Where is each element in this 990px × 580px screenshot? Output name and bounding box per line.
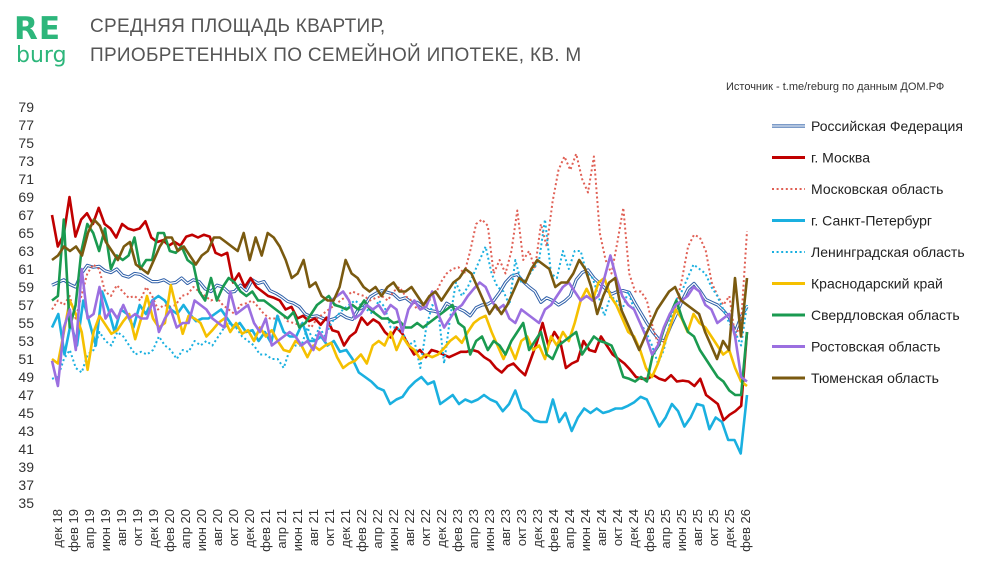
x-tick-label: окт 19	[130, 509, 145, 546]
x-tick-label: июн 23	[482, 509, 497, 551]
logo-line-1: RE	[14, 11, 62, 47]
x-tick-label: дек 24	[626, 509, 641, 548]
y-tick-label: 73	[18, 153, 34, 169]
y-axis: 35 37 39 41 43 45 47 49 51 53 55 57 59 61 63 65 67 69 71 73…	[18, 99, 34, 511]
x-tick-label: фев 20	[162, 509, 177, 552]
x-tick-label: авг 25	[690, 509, 705, 546]
x-tick-label: окт 25	[706, 509, 721, 546]
x-tick-label: дек 21	[338, 509, 353, 548]
legend-label: г. Санкт-Петербург	[811, 213, 932, 229]
series-line-3	[51, 152, 748, 347]
legend-label: Ленинградская область	[811, 244, 965, 260]
series-line-8	[50, 254, 748, 388]
x-tick-label: июн 24	[578, 509, 593, 551]
x-tick-label: окт 21	[322, 509, 337, 546]
x-tick-label: июн 19	[98, 509, 113, 551]
brand-logo: RE burg	[14, 14, 74, 68]
y-tick-label: 59	[18, 279, 34, 295]
y-tick-label: 63	[18, 243, 34, 259]
x-tick-label: фев 25	[642, 509, 657, 552]
y-tick-label: 39	[18, 459, 34, 475]
y-tick-label: 67	[18, 207, 34, 223]
legend-label: Краснодарский край	[811, 276, 943, 292]
y-tick-label: 71	[18, 171, 34, 187]
y-tick-label: 57	[18, 297, 34, 313]
legend: Российская Федерация г. Москва Московская …	[772, 118, 965, 386]
x-tick-label: окт 22	[418, 509, 433, 546]
series-line-2	[50, 195, 749, 422]
y-tick-label: 75	[18, 135, 34, 151]
x-tick-label: июн 22	[386, 509, 401, 551]
y-tick-label: 47	[18, 387, 34, 403]
legend-label: Свердловская область	[811, 307, 960, 323]
chart-title: СРЕДНЯЯ ПЛОЩАДЬ КВАРТИР, ПРИОБРЕТЕННЫХ П…	[90, 12, 582, 70]
y-tick-label: 65	[18, 225, 34, 241]
y-tick-label: 45	[18, 405, 34, 421]
source-note: Источник - t.me/reburg по данным ДОМ.РФ	[726, 81, 945, 93]
x-tick-label: окт 20	[226, 509, 241, 546]
x-tick-label: дек 25	[722, 509, 737, 548]
x-tick-label: дек 23	[530, 509, 545, 548]
y-tick-label: 51	[18, 351, 34, 367]
x-axis: дек 18 фев 19 апр 19 июн 19 авг 19 окт 19 дек …	[50, 509, 753, 552]
y-tick-label: 61	[18, 261, 34, 277]
chart-title-line-2: ПРИОБРЕТЕННЫХ ПО СЕМЕЙНОЙ ИПОТЕКЕ, КВ. М	[90, 45, 582, 66]
x-tick-label: авг 24	[594, 509, 609, 546]
x-tick-label: дек 20	[242, 509, 257, 548]
x-tick-label: авг 22	[402, 509, 417, 546]
legend-label: Тюменская область	[811, 370, 939, 386]
legend-label: Московская область	[811, 181, 943, 197]
logo-line-2: burg	[16, 43, 67, 68]
series-line-7	[51, 218, 749, 397]
legend-label: Российская Федерация	[811, 118, 963, 134]
series-line-9	[51, 218, 749, 361]
y-tick-label: 37	[18, 477, 34, 493]
y-tick-label: 41	[18, 441, 34, 457]
x-tick-label: апр 20	[178, 509, 193, 549]
x-tick-label: авг 21	[306, 509, 321, 546]
x-tick-label: апр 24	[562, 509, 577, 549]
x-tick-label: фев 24	[546, 509, 561, 552]
x-tick-label: фев 26	[738, 509, 753, 552]
x-tick-label: авг 23	[498, 509, 513, 546]
x-tick-label: апр 22	[370, 509, 385, 549]
x-tick-label: окт 24	[610, 509, 625, 546]
x-tick-label: июн 25	[674, 509, 689, 551]
x-tick-label: дек 19	[146, 509, 161, 548]
x-tick-label: фев 22	[354, 509, 369, 552]
y-tick-label: 55	[18, 315, 34, 331]
x-tick-label: авг 19	[114, 509, 129, 546]
legend-label: Ростовская область	[811, 339, 940, 355]
x-tick-label: апр 21	[274, 509, 289, 549]
x-tick-label: фев 19	[66, 509, 81, 552]
y-tick-label: 77	[18, 117, 34, 133]
x-tick-label: фев 21	[258, 509, 273, 552]
plot-area	[50, 152, 749, 455]
y-tick-label: 49	[18, 369, 34, 385]
x-tick-label: апр 23	[466, 509, 481, 549]
y-tick-label: 69	[18, 189, 34, 205]
y-tick-label: 35	[18, 495, 34, 511]
y-tick-label: 53	[18, 333, 34, 349]
x-tick-label: дек 22	[434, 509, 449, 548]
x-tick-label: июн 21	[290, 509, 305, 551]
y-tick-label: 43	[18, 423, 34, 439]
x-tick-label: окт 23	[514, 509, 529, 546]
x-tick-label: фев 23	[450, 509, 465, 552]
chart-title-line-1: СРЕДНЯЯ ПЛОЩАДЬ КВАРТИР,	[90, 16, 386, 37]
y-tick-label: 79	[18, 99, 34, 115]
x-tick-label: авг 20	[210, 509, 225, 546]
x-tick-label: дек 18	[50, 509, 65, 548]
x-tick-label: июн 20	[194, 509, 209, 551]
x-tick-label: апр 19	[82, 509, 97, 549]
legend-label: г. Москва	[811, 150, 870, 166]
x-tick-label: апр 25	[658, 509, 673, 549]
series-line-1-inner	[51, 264, 748, 342]
